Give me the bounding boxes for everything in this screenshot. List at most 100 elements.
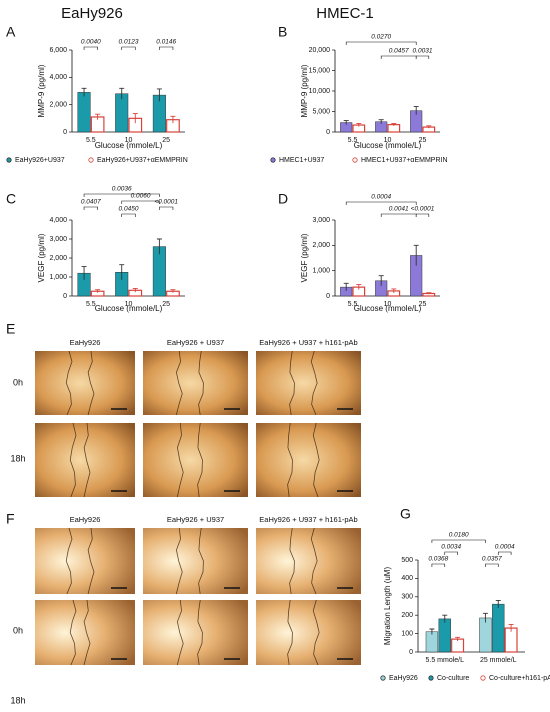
x-tick-label: 10 (125, 137, 133, 144)
scratch-edge (198, 350, 204, 416)
micrograph (143, 528, 248, 594)
error-bar (132, 287, 138, 293)
row-label: 0h (13, 625, 23, 635)
error-bar (508, 623, 514, 632)
legend-marker (88, 157, 94, 163)
significance-bracket (485, 563, 499, 567)
y-tick-label: 4,000 (49, 74, 67, 81)
error-bar (81, 266, 87, 280)
x-tick-label: 25 (162, 137, 170, 144)
significance-bracket (380, 55, 417, 59)
y-tick-label: 15,000 (309, 67, 331, 74)
p-value: 0.0031 (413, 48, 433, 55)
significance-bracket (380, 213, 417, 217)
micrograph (35, 423, 135, 497)
y-axis-label: MMP-9 (pg/ml) (300, 64, 309, 117)
legend-marker (480, 675, 486, 681)
y-tick-label: 10,000 (309, 88, 331, 95)
column-header: EaHy926 + U937 + h161-pAb (259, 338, 357, 347)
y-tick-label: 1,000 (312, 268, 330, 275)
x-tick-label: 25 mmole/L (480, 657, 517, 664)
y-tick-label: 4,000 (49, 217, 67, 224)
p-value: 0.0040 (81, 39, 101, 46)
scratch-edge (87, 350, 95, 416)
row-label: 0h (13, 377, 23, 387)
significance-bracket (159, 46, 174, 50)
scratch-edge (287, 599, 293, 666)
panel-letter: D (278, 191, 288, 207)
error-bar (442, 614, 448, 623)
scratch-edge (69, 599, 77, 666)
error-bar (426, 125, 432, 129)
micrograph (256, 351, 361, 415)
error-bar (156, 238, 162, 255)
error-bar (455, 636, 461, 641)
significance-bracket (121, 213, 136, 217)
scratch-edge (289, 350, 295, 416)
y-tick-label: 0 (63, 129, 67, 136)
panel-letter: G (400, 506, 411, 522)
y-tick-label: 400 (401, 575, 413, 582)
legend-label: Co-culture (437, 675, 469, 682)
x-tick-label: 25 (162, 301, 170, 308)
x-tick-label: 5.5 (86, 301, 96, 308)
x-tick-label: 10 (125, 301, 133, 308)
significance-bracket (415, 55, 430, 59)
scratch-edge (175, 527, 183, 595)
significance-bracket (121, 200, 160, 204)
y-tick-label: 2,000 (49, 102, 67, 109)
scratch-edge (176, 422, 184, 498)
bar (425, 631, 439, 653)
significance-bracket (497, 551, 512, 555)
micrograph (256, 423, 361, 497)
significance-bracket (415, 213, 430, 217)
x-axis-label: Glucose (mmole/L) (95, 141, 163, 150)
column-header: EaHy926 (70, 338, 101, 347)
p-value: 0.0123 (119, 39, 139, 46)
legend-marker (6, 157, 12, 163)
p-value: 0.0407 (81, 199, 101, 206)
column-header: EaHy926 (70, 515, 101, 524)
micrograph (35, 600, 135, 665)
significance-bracket (444, 551, 458, 555)
p-value: <0.0001 (154, 199, 178, 206)
error-bar (426, 292, 432, 295)
panel-letter: C (6, 191, 16, 207)
significance-bracket (83, 46, 98, 50)
legend-marker (352, 157, 358, 163)
p-value: 0.0004 (495, 544, 515, 551)
significance-bracket (345, 41, 417, 45)
error-bar (495, 600, 501, 608)
scratch-edge (287, 422, 293, 498)
scratch-edge (83, 599, 91, 666)
p-value: 0.0270 (371, 34, 391, 41)
p-value: 0.0180 (449, 532, 469, 539)
scratch-edge (312, 422, 320, 498)
error-bar (132, 113, 138, 124)
legend-label: EaHy926 (389, 675, 418, 682)
x-tick-label: 25 (419, 137, 427, 144)
y-tick-label: 3,000 (312, 217, 330, 224)
column-header: EaHy926 + U937 (167, 338, 224, 347)
micrograph (143, 351, 248, 415)
y-tick-label: 2,000 (312, 242, 330, 249)
legend-marker (270, 157, 276, 163)
significance-bracket (431, 539, 486, 543)
error-bar (429, 628, 435, 635)
error-bar (413, 106, 419, 115)
scratch-edge (87, 527, 95, 595)
p-value: 0.0146 (156, 39, 176, 46)
bar (77, 92, 91, 133)
y-tick-label: 100 (401, 630, 413, 637)
significance-bracket (159, 206, 174, 210)
scratch-edge (310, 527, 318, 595)
p-value: 0.0368 (428, 556, 448, 563)
significance-bracket (83, 193, 160, 197)
micrograph (35, 351, 135, 415)
micrograph (143, 600, 248, 665)
column-header: EaHy926 + U937 + h161-pAb (259, 515, 357, 524)
error-bar (156, 88, 162, 102)
column-title: EaHy926 (61, 5, 123, 22)
scratch-edge (83, 422, 91, 498)
